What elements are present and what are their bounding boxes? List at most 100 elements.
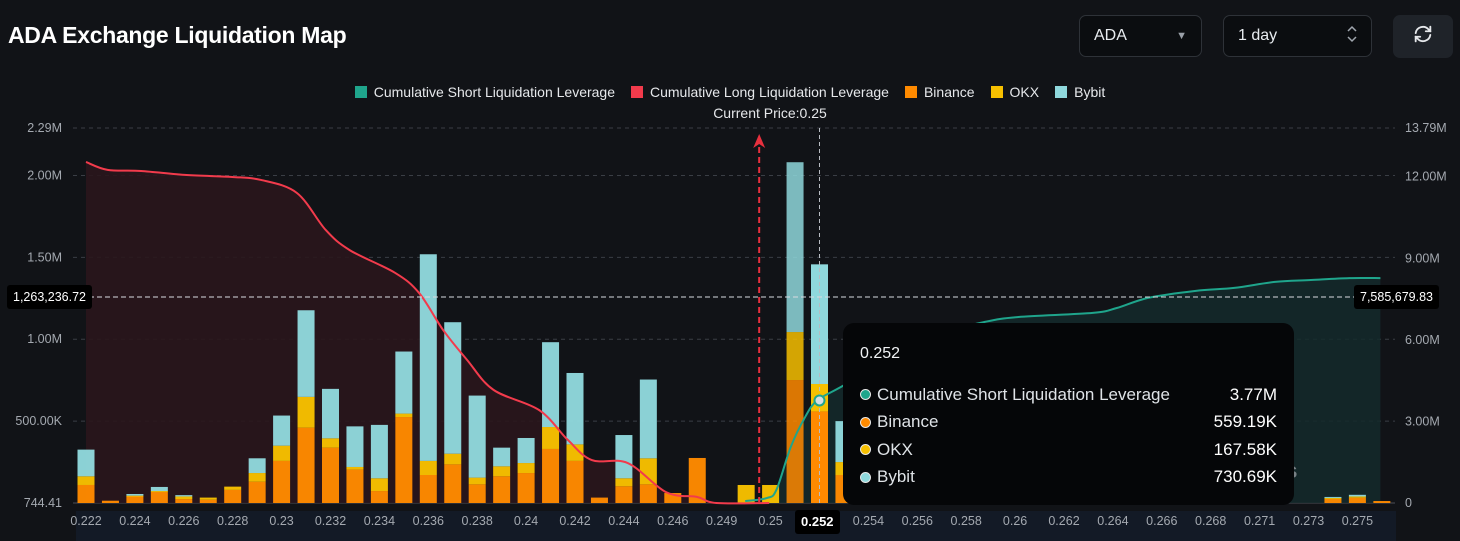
x-axis-tick: 0.271: [1244, 514, 1275, 528]
refresh-button[interactable]: [1393, 15, 1453, 58]
bar-binance[interactable]: [199, 499, 217, 503]
x-axis-tick: 0.224: [119, 514, 150, 528]
bar-okx[interactable]: [615, 478, 633, 487]
bar-binance[interactable]: [615, 486, 633, 503]
bar-okx[interactable]: [444, 453, 462, 465]
bar-bybit[interactable]: [517, 437, 535, 464]
bar-bybit[interactable]: [370, 424, 388, 479]
bar-okx[interactable]: [419, 460, 437, 475]
coin-select[interactable]: ADA ▼: [1079, 15, 1202, 57]
legend-item-bybit[interactable]: Bybit: [1055, 84, 1105, 100]
bar-okx[interactable]: [786, 332, 804, 381]
bar-okx[interactable]: [542, 427, 560, 449]
bar-binance[interactable]: [395, 417, 413, 503]
bar-bybit[interactable]: [175, 495, 193, 497]
bar-bybit[interactable]: [542, 342, 560, 428]
bar-okx[interactable]: [346, 466, 364, 470]
bar-bybit[interactable]: [346, 426, 364, 467]
bar-binance[interactable]: [370, 491, 388, 503]
bar-binance[interactable]: [566, 460, 584, 503]
legend-label: Cumulative Long Liquidation Leverage: [650, 84, 889, 100]
bar-bybit[interactable]: [126, 493, 144, 496]
bar-okx[interactable]: [248, 473, 266, 482]
legend-item-binance[interactable]: Binance: [904, 84, 975, 100]
bar-okx[interactable]: [273, 445, 291, 461]
bar-bybit[interactable]: [273, 415, 291, 446]
legend-item-okx[interactable]: OKX: [990, 84, 1039, 100]
bar-bybit[interactable]: [468, 395, 486, 478]
bar-binance[interactable]: [664, 493, 682, 503]
bar-okx[interactable]: [297, 396, 315, 428]
bar-binance[interactable]: [786, 380, 804, 503]
bar-binance[interactable]: [468, 484, 486, 503]
bar-binance[interactable]: [77, 484, 95, 503]
bar-binance[interactable]: [1348, 497, 1366, 503]
bar-binance[interactable]: [1324, 498, 1342, 503]
bar-okx[interactable]: [1324, 497, 1342, 499]
bar-binance[interactable]: [493, 476, 511, 503]
bar-okx[interactable]: [77, 476, 95, 485]
bar-binance[interactable]: [248, 481, 266, 503]
legend-item-long[interactable]: Cumulative Long Liquidation Leverage: [631, 84, 889, 100]
legend-swatch: [904, 86, 917, 98]
bar-bybit[interactable]: [395, 351, 413, 414]
bar-bybit[interactable]: [419, 254, 437, 461]
bar-okx[interactable]: [126, 495, 144, 497]
bar-bybit[interactable]: [297, 310, 315, 397]
bar-okx[interactable]: [517, 463, 535, 474]
bar-bybit[interactable]: [786, 162, 804, 333]
bar-okx[interactable]: [370, 478, 388, 492]
bar-okx[interactable]: [639, 458, 657, 485]
bar-okx[interactable]: [566, 444, 584, 461]
bar-binance[interactable]: [517, 473, 535, 503]
bar-okx[interactable]: [322, 438, 339, 448]
data-zoom-track[interactable]: [76, 511, 1396, 541]
bar-binance[interactable]: [175, 499, 193, 503]
bar-binance[interactable]: [101, 500, 119, 503]
bar-okx[interactable]: [737, 484, 755, 503]
bar-bybit[interactable]: [566, 372, 584, 445]
bar-bybit[interactable]: [1348, 494, 1366, 497]
bar-bybit[interactable]: [248, 458, 266, 474]
bar-okx[interactable]: [395, 413, 413, 418]
bar-binance[interactable]: [273, 460, 291, 503]
series-dot-icon: [860, 444, 871, 456]
bar-binance[interactable]: [542, 448, 560, 503]
bar-binance[interactable]: [126, 496, 144, 503]
period-select[interactable]: 1 day: [1223, 15, 1372, 57]
bar-bybit[interactable]: [444, 322, 462, 454]
x-axis-tick: 0.236: [413, 514, 444, 528]
tooltip-label: Bybit: [877, 467, 915, 487]
bar-okx[interactable]: [1348, 496, 1366, 498]
bar-okx[interactable]: [150, 491, 168, 493]
bar-okx[interactable]: [199, 497, 217, 500]
bar-bybit[interactable]: [1324, 496, 1342, 498]
bar-bybit[interactable]: [493, 447, 511, 467]
bar-binance[interactable]: [444, 464, 462, 503]
bar-binance[interactable]: [688, 457, 706, 503]
bar-bybit[interactable]: [150, 486, 168, 492]
legend-item-short[interactable]: Cumulative Short Liquidation Leverage: [354, 84, 615, 100]
bar-okx[interactable]: [468, 477, 486, 485]
bar-bybit[interactable]: [77, 449, 95, 477]
bar-bybit[interactable]: [615, 435, 633, 479]
bar-binance[interactable]: [1373, 501, 1391, 503]
bar-okx[interactable]: [493, 466, 511, 477]
bar-binance[interactable]: [590, 497, 608, 503]
bar-binance[interactable]: [346, 469, 364, 503]
bar-bybit[interactable]: [322, 388, 339, 439]
short-liquidation-line: [745, 276, 1381, 503]
bar-binance[interactable]: [224, 489, 242, 503]
x-axis-tick: 0.26: [1003, 514, 1027, 528]
bar-binance[interactable]: [297, 427, 315, 503]
bar-binance[interactable]: [322, 447, 339, 503]
bar-okx[interactable]: [224, 486, 242, 490]
bar-binance[interactable]: [150, 491, 168, 503]
up-down-chevron-icon: [1347, 25, 1357, 48]
bar-bybit[interactable]: [639, 379, 657, 459]
bar-binance[interactable]: [639, 484, 657, 503]
page-title: ADA Exchange Liquidation Map: [8, 22, 347, 48]
bar-okx[interactable]: [175, 496, 193, 500]
bar-binance[interactable]: [419, 474, 437, 503]
left-axis-tick: 1.00M: [27, 332, 62, 346]
